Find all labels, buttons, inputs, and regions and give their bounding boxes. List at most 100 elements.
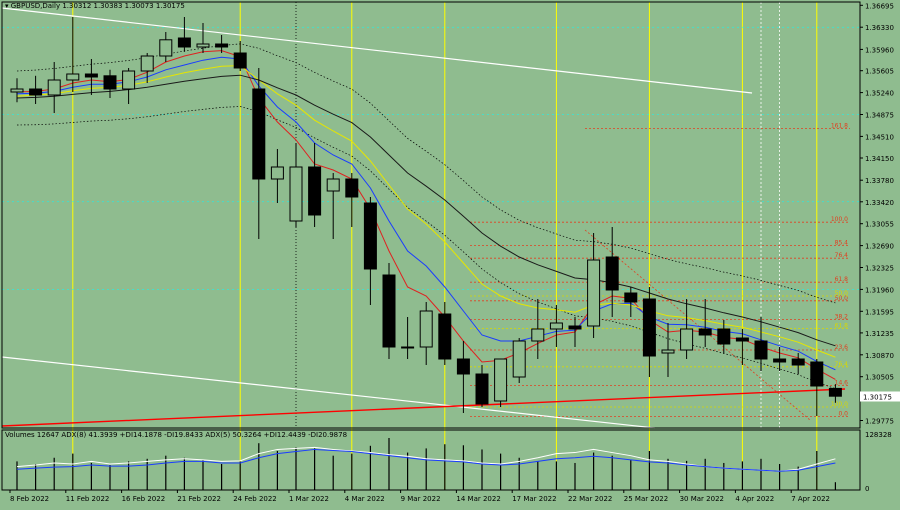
candle-body (624, 292, 638, 303)
candle-body (47, 79, 61, 96)
candle-body (587, 259, 601, 327)
x-tick-label: 9 Mar 2022 (401, 495, 441, 503)
x-tick-label: 21 Feb 2022 (177, 495, 221, 503)
fib-level-label: 161.8 (831, 123, 848, 130)
support-trend-line (1, 388, 846, 427)
candle-body (717, 328, 731, 345)
candle-body (401, 346, 415, 349)
candle-body (289, 166, 303, 222)
x-tick-label: 14 Mar 2022 (456, 495, 500, 503)
x-tick-label: 7 Apr 2022 (791, 495, 830, 503)
fib-level-label: 61.8 (835, 276, 849, 283)
candle-body (475, 373, 489, 405)
fib-level-label: 76.4 (835, 361, 849, 368)
candle-body (791, 358, 805, 366)
ma-line-2 (16, 56, 836, 371)
symbol-label: GBPUSD,Daily (10, 2, 61, 10)
x-tick-label: 22 Mar 2022 (568, 495, 612, 503)
indicator-frame (1, 429, 861, 491)
ohlc-values: 1.30312 1.30383 1.30073 1.30175 (62, 2, 185, 10)
header-arrow-icon: ▾ (5, 2, 9, 10)
x-tick-label: 4 Mar 2022 (345, 495, 385, 503)
x-tick-label: 1 Mar 2022 (289, 495, 329, 503)
candle-body (754, 340, 768, 360)
fib-level-label: 76.4 (835, 252, 849, 259)
candle-body (84, 73, 98, 78)
y-tick-label: 1.33780 (865, 177, 894, 185)
candle-body (512, 340, 526, 378)
candle-body (698, 328, 712, 336)
cyan-levels (2, 26, 860, 290)
fib-level-label: 100.0 (831, 401, 848, 408)
y-tick-label: 1.34875 (865, 112, 894, 120)
y-tick-label: 1.35240 (865, 90, 894, 98)
fib-level-label: 23.6 (835, 344, 849, 351)
x-tick-label: 25 Mar 2022 (624, 495, 668, 503)
ma-line-4 (16, 74, 836, 347)
candle-body (810, 361, 824, 387)
y-tick-label: 1.34510 (865, 133, 894, 141)
symbol-header: ▾ GBPUSD,Daily 1.30312 1.30383 1.30073 1… (5, 2, 185, 10)
candle-body (66, 73, 80, 81)
y-tick-label: 1.31960 (865, 286, 894, 294)
x-tick-label: 11 Feb 2022 (66, 495, 110, 503)
candle-body (419, 310, 433, 348)
candle-body (308, 166, 322, 216)
candle-body (215, 43, 229, 48)
candle-body (605, 256, 619, 291)
fibonacci-levels: 161.8 100.0 85.4 76.4 61.8 50.0 38.2 23.6 14.6 0.… (470, 123, 850, 418)
lower-envelope (16, 106, 836, 389)
x-tick-label: 17 Mar 2022 (512, 495, 556, 503)
ma-line-3 (16, 65, 836, 358)
y-tick-label: 1.35960 (865, 46, 894, 54)
candle-body (680, 328, 694, 351)
x-tick-label: 4 Apr 2022 (735, 495, 774, 503)
main-frame (1, 1, 861, 429)
fib-level-label: 61.8 (835, 322, 849, 329)
indicator-header: Volumes 12647 ADX(8) 41.3939 +DI14.1878 … (5, 431, 348, 439)
y-tick-label: 1.31595 (865, 308, 894, 316)
x-tick-label: 30 Mar 2022 (680, 495, 724, 503)
candle-body (531, 328, 545, 342)
y-tick-label: 1.34150 (865, 155, 894, 163)
candle-body (177, 37, 191, 48)
candle-body (270, 166, 284, 180)
candle-body (661, 349, 675, 354)
adx-line-blue (16, 448, 836, 472)
candle-body (735, 337, 749, 342)
candle-body (494, 358, 508, 402)
candle-body (549, 322, 563, 330)
y-tick-label: 1.36330 (865, 24, 894, 32)
upper-trend-line (1, 7, 753, 94)
y-tick-label: 1.31235 (865, 330, 894, 338)
fib-level-label: 14.6 (835, 379, 849, 386)
candle-body (140, 55, 154, 72)
fib-level-label: 50.0 (835, 290, 849, 297)
y-tick-label: 1.33420 (865, 199, 894, 207)
y-tick-label: 1.32690 (865, 243, 894, 251)
candle-body (363, 202, 377, 270)
candle-body (326, 178, 340, 192)
y-tick-label: 1.29775 (865, 418, 894, 426)
candle-body (29, 88, 43, 96)
current-price-label: 1.30175 (863, 394, 892, 402)
candle-body (773, 358, 787, 363)
trend-lines (1, 7, 846, 429)
candle-body (196, 43, 210, 48)
fib-diagonal-line (584, 229, 811, 421)
y-tick-label: 1.33055 (865, 221, 894, 229)
indicator-panel: 128328 0 (16, 431, 892, 493)
y-tick-label: 1.35605 (865, 68, 894, 76)
candle-body (103, 75, 117, 90)
candle-body (828, 387, 842, 397)
y-tick-label: 1.32325 (865, 265, 894, 273)
candle-body (438, 313, 452, 360)
y-tick-label: 1.30505 (865, 374, 894, 382)
y-tick-label: 1.30870 (865, 352, 894, 360)
indicator-max-label: 128328 (865, 431, 892, 439)
fib-level-label: 38.2 (835, 313, 849, 320)
candle-body (159, 39, 173, 57)
candle-body (382, 274, 396, 348)
